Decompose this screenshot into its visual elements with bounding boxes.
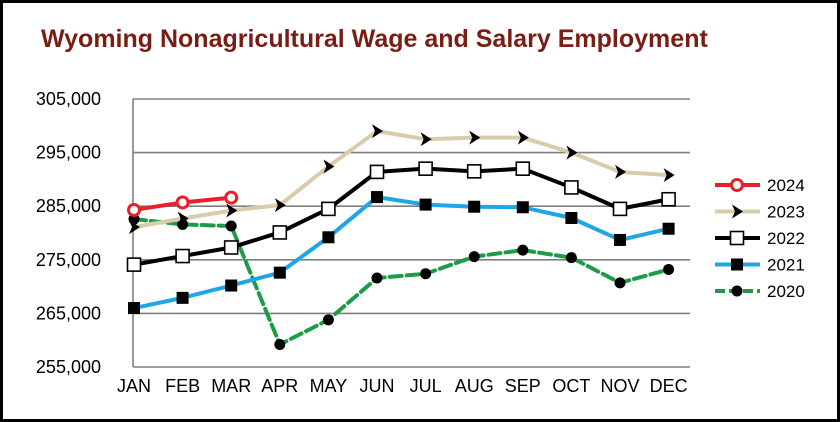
data-point (321, 201, 336, 217)
legend-item: 2021 (715, 256, 805, 275)
legend-label: 2024 (767, 176, 805, 195)
legend-item: 2022 (715, 229, 805, 248)
data-point (662, 222, 675, 235)
data-point (225, 220, 237, 232)
data-point (127, 202, 141, 217)
data-point (517, 130, 529, 145)
data-point (663, 263, 675, 275)
data-point (175, 248, 190, 264)
series-2022 (126, 161, 676, 272)
data-point (419, 198, 432, 211)
y-tick-label: 255,000 (36, 357, 101, 377)
data-point (615, 164, 626, 179)
data-point (176, 291, 189, 304)
data-point (612, 201, 628, 217)
x-tick-label: NOV (600, 376, 639, 396)
data-point (129, 220, 140, 235)
data-point (177, 211, 189, 226)
data-point (126, 257, 142, 272)
data-point (468, 251, 480, 263)
x-tick-label: JUL (410, 376, 442, 396)
x-tick-label: OCT (552, 376, 590, 396)
x-tick-label: MAY (310, 376, 348, 396)
data-point (564, 180, 579, 195)
series-line-2023 (132, 129, 671, 230)
data-point (226, 203, 238, 218)
data-point (469, 130, 481, 145)
x-tick-label: SEP (505, 376, 541, 396)
data-point (418, 161, 433, 176)
legend-item: 2023 (715, 203, 805, 222)
x-tick-label: MAR (211, 376, 251, 396)
legend-item: 2024 (715, 176, 805, 195)
legend-marker (731, 258, 743, 271)
x-tick-label: FEB (165, 376, 200, 396)
series-line-2022 (132, 166, 671, 267)
data-point (614, 277, 626, 289)
x-tick-label: APR (261, 376, 298, 396)
series-line-2021 (132, 195, 671, 311)
data-point (371, 272, 383, 284)
data-point (468, 200, 481, 213)
data-point (322, 314, 334, 326)
x-tick-label: JAN (117, 376, 151, 396)
legend-marker (729, 230, 745, 246)
legend-item: 2020 (715, 282, 805, 301)
data-point (371, 191, 383, 204)
x-tick-label: DEC (650, 376, 688, 396)
data-point (516, 201, 529, 214)
data-point (661, 191, 676, 207)
legend-label: 2021 (767, 256, 805, 275)
data-point (565, 211, 578, 224)
series-line-2020 (132, 217, 671, 347)
data-point (663, 168, 675, 183)
data-point (272, 225, 288, 240)
data-point (515, 161, 531, 176)
chart-title: Wyoming Nonagricultural Wage and Salary … (41, 25, 708, 53)
data-point (565, 252, 577, 264)
data-point (224, 190, 239, 205)
data-point (322, 231, 335, 244)
legend-label: 2020 (767, 282, 805, 301)
data-point (175, 195, 190, 210)
data-point (614, 233, 626, 246)
y-tick-label: 265,000 (36, 303, 101, 323)
y-tick-label: 285,000 (36, 196, 101, 216)
data-point (323, 159, 335, 174)
data-point (225, 279, 238, 292)
x-tick-label: JUN (360, 376, 395, 396)
data-point (466, 164, 482, 179)
legend-marker (732, 204, 743, 219)
data-point (273, 266, 286, 279)
data-point (566, 145, 578, 160)
data-point (128, 302, 140, 315)
data-point (274, 338, 286, 350)
data-point (420, 268, 432, 280)
gridlines (133, 98, 690, 368)
y-tick-label: 305,000 (36, 89, 101, 109)
line-chart: 255,000 265,000 275,000 285,000 295,000 305,0… (36, 89, 805, 396)
legend-label: 2023 (767, 203, 805, 222)
data-point (420, 132, 432, 147)
series-2023 (129, 124, 675, 235)
data-point (274, 198, 286, 213)
series-2021 (128, 191, 675, 315)
data-point (223, 240, 239, 255)
data-point (372, 124, 383, 139)
y-tick-label: 275,000 (36, 250, 101, 270)
x-tick-label: AUG (455, 376, 494, 396)
legend-marker (731, 285, 743, 297)
legend-marker (730, 178, 744, 192)
series-2020 (128, 213, 675, 350)
legend: 2024 2023 2022 2021 2020 (715, 176, 805, 301)
legend-label: 2022 (767, 229, 805, 248)
data-point (369, 164, 385, 180)
data-point (517, 244, 529, 256)
y-tick-label: 295,000 (36, 143, 101, 163)
series-2024 (127, 190, 239, 217)
